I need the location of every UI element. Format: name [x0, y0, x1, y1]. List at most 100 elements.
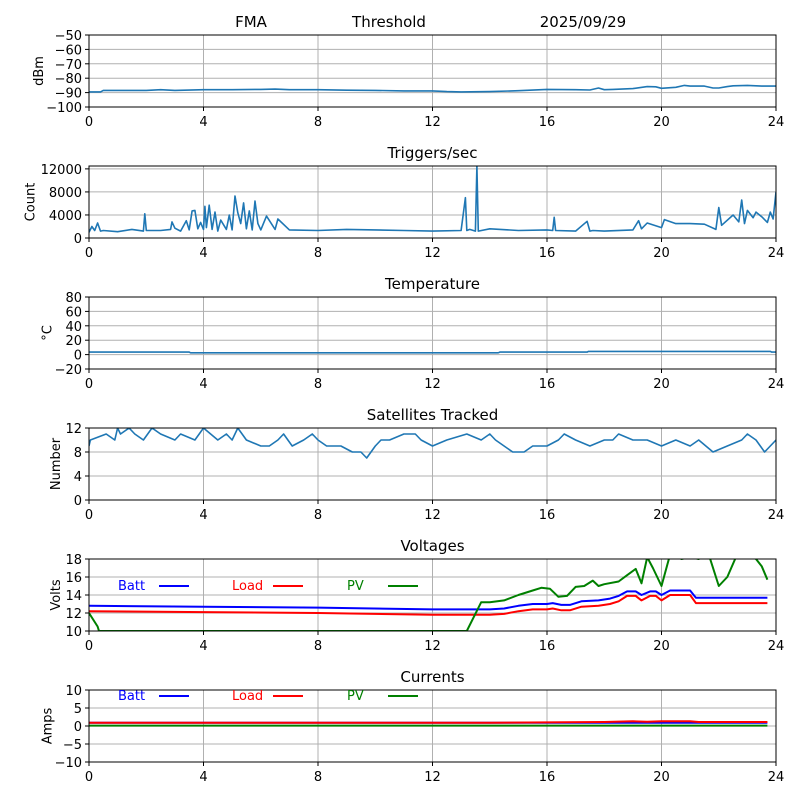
- panel-title: Currents: [400, 668, 464, 686]
- legend-label: PV: [347, 689, 364, 704]
- legend: Batt Load PV: [118, 579, 418, 594]
- x-tick-label: 8: [314, 115, 322, 130]
- y-tick-label: 4: [74, 470, 82, 485]
- x-tick-label: 4: [199, 115, 207, 130]
- x-tick-label: 24: [768, 115, 785, 130]
- y-tick-label: −80: [55, 72, 82, 87]
- x-tick-label: 12: [424, 246, 441, 261]
- x-tick-label: 24: [768, 770, 785, 785]
- x-tick-label: 0: [85, 770, 93, 785]
- y-tick-label: −70: [55, 58, 82, 73]
- y-tick-label: 10: [65, 684, 82, 699]
- series-line-pv: [89, 559, 769, 631]
- x-tick-label: 8: [314, 508, 322, 523]
- x-tick-label: 16: [539, 246, 556, 261]
- y-tick-label: −50: [55, 29, 82, 44]
- y-tick-label: 10: [65, 625, 82, 640]
- x-tick-label: 16: [539, 639, 556, 654]
- panel-title: Triggers/sec: [387, 144, 478, 162]
- y-tick-label: −60: [55, 43, 82, 58]
- x-tick-label: 24: [768, 246, 785, 261]
- series-line-count: [89, 166, 776, 233]
- y-axis-label: Count: [24, 183, 39, 222]
- y-tick-label: 14: [65, 589, 82, 604]
- series-line-load: [89, 594, 768, 616]
- y-tick-label: −5: [63, 738, 82, 753]
- x-tick-label: 12: [424, 508, 441, 523]
- x-tick-label: 20: [653, 508, 670, 523]
- series-line-number: [89, 428, 776, 459]
- x-tick-label: 4: [199, 246, 207, 261]
- panel-title: Satellites Tracked: [367, 406, 498, 424]
- x-tick-label: 20: [653, 639, 670, 654]
- y-tick-label: −20: [55, 363, 82, 378]
- y-axis-label: Volts: [49, 579, 64, 611]
- x-tick-label: 16: [539, 770, 556, 785]
- y-tick-label: 0: [74, 494, 82, 509]
- x-tick-label: 4: [199, 770, 207, 785]
- legend-label: Batt: [118, 689, 145, 704]
- y-tick-label: 0: [74, 349, 82, 364]
- x-tick-label: 24: [768, 639, 785, 654]
- y-tick-label: −10: [55, 756, 82, 771]
- y-tick-label: 12: [65, 607, 82, 622]
- y-tick-label: 4000: [49, 209, 82, 224]
- x-tick-label: 0: [85, 639, 93, 654]
- x-tick-label: 0: [85, 246, 93, 261]
- x-tick-label: 4: [199, 377, 207, 392]
- x-tick-label: 20: [653, 377, 670, 392]
- header-station: FMA: [235, 13, 268, 31]
- x-tick-label: 16: [539, 508, 556, 523]
- x-tick-label: 8: [314, 770, 322, 785]
- y-tick-label: 40: [65, 320, 82, 335]
- x-tick-label: 8: [314, 639, 322, 654]
- panel-currents: 0 4 8 12 16 20 24 −10 −5 0 5 10 Amps Currents Batt Load…: [41, 668, 785, 785]
- legend: Batt Load PV: [118, 689, 418, 704]
- y-tick-label: 5: [74, 702, 82, 717]
- x-tick-label: 16: [539, 115, 556, 130]
- y-tick-label: 80: [65, 291, 82, 306]
- y-tick-label: 8: [74, 446, 82, 461]
- x-tick-label: 4: [199, 508, 207, 523]
- x-tick-label: 20: [653, 115, 670, 130]
- y-axis-label: °C: [41, 325, 56, 341]
- y-tick-label: 16: [65, 571, 82, 586]
- legend-label: PV: [347, 579, 364, 594]
- panel-signal: 0 4 8 12 16 20 24 −100−90−80−70−60−50 dBm: [32, 29, 784, 130]
- series-line-load: [89, 720, 768, 724]
- x-tick-label: 0: [85, 508, 93, 523]
- y-axis-label: dBm: [32, 56, 47, 86]
- x-tick-label: 4: [199, 639, 207, 654]
- y-tick-label: 20: [65, 334, 82, 349]
- series-line-temperature: [89, 350, 776, 354]
- x-tick-label: 24: [768, 377, 785, 392]
- x-tick-label: 20: [653, 246, 670, 261]
- x-tick-label: 20: [653, 770, 670, 785]
- series-line-batt: [89, 589, 768, 611]
- x-tick-label: 24: [768, 508, 785, 523]
- y-axis-label: Amps: [41, 707, 56, 744]
- y-tick-label: 0: [74, 720, 82, 735]
- header-mode: Threshold: [351, 13, 426, 31]
- y-tick-label: 0: [74, 232, 82, 247]
- x-tick-label: 12: [424, 770, 441, 785]
- x-tick-label: 8: [314, 246, 322, 261]
- y-tick-label: 12000: [41, 163, 82, 178]
- legend-label: Load: [232, 579, 263, 594]
- panel-title: Temperature: [384, 275, 480, 293]
- panel-title: Voltages: [400, 537, 464, 555]
- header-date: 2025/09/29: [540, 13, 626, 31]
- y-tick-label: 8000: [49, 186, 82, 201]
- y-tick-label: 12: [65, 422, 82, 437]
- y-axis-label: Number: [49, 437, 64, 490]
- x-tick-label: 8: [314, 377, 322, 392]
- legend-label: Load: [232, 689, 263, 704]
- y-tick-label: −100: [46, 101, 82, 116]
